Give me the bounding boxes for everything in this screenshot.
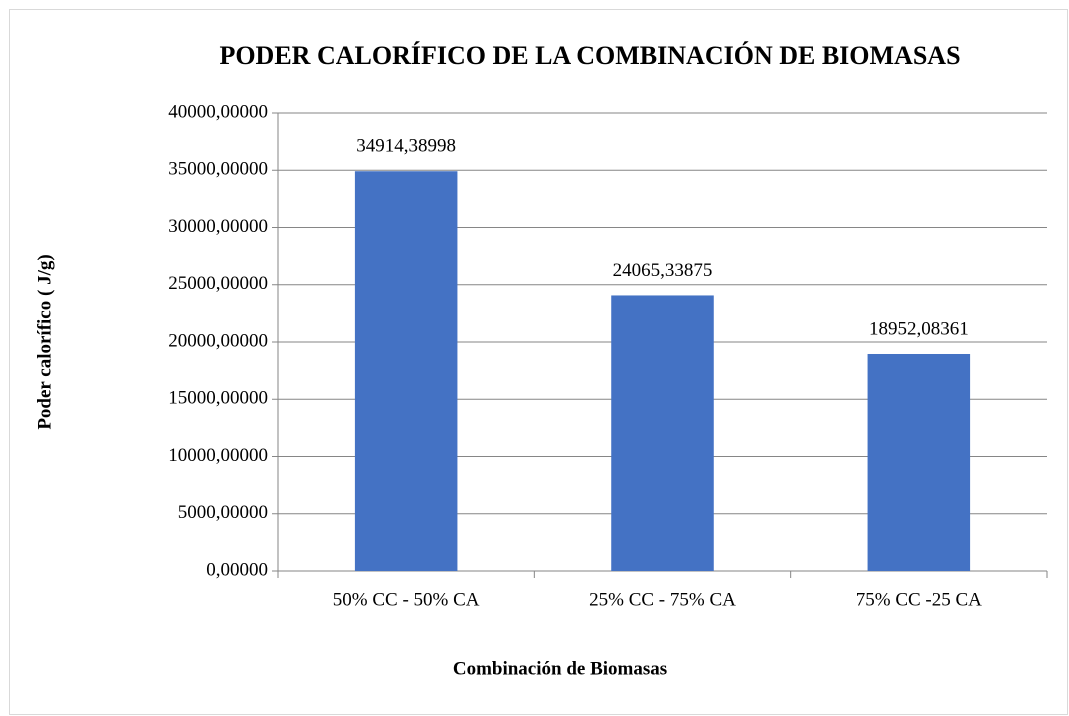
x-axis-label: Combinación de Biomasas [453, 658, 667, 679]
y-axis-label: Poder calorífico ( J/g) [34, 254, 55, 429]
x-tick-label: 50% CC - 50% CA [333, 589, 480, 610]
y-tick-label: 40000,00000 [168, 101, 268, 122]
data-label: 34914,38998 [356, 136, 456, 157]
y-tick-label: 0,00000 [206, 559, 268, 580]
y-tick-label: 15000,00000 [168, 388, 268, 409]
bar [354, 171, 458, 572]
x-tick-label: 75% CC -25 CA [856, 589, 982, 610]
y-tick-label: 30000,00000 [168, 216, 268, 237]
y-tick-label: 10000,00000 [168, 445, 268, 466]
y-tick-label: 25000,00000 [168, 273, 268, 294]
y-tick-label: 5000,00000 [178, 502, 268, 523]
y-tick-label: 35000,00000 [168, 159, 268, 180]
bar [611, 295, 714, 571]
data-label: 18952,08361 [869, 318, 969, 339]
data-label: 24065,33875 [613, 260, 713, 281]
bar [867, 353, 971, 571]
y-tick-label: 20000,00000 [168, 330, 268, 351]
chart-title: PODER CALORÍFICO DE LA COMBINACIÓN DE BI… [219, 41, 960, 70]
x-tick-label: 25% CC - 75% CA [589, 589, 736, 610]
